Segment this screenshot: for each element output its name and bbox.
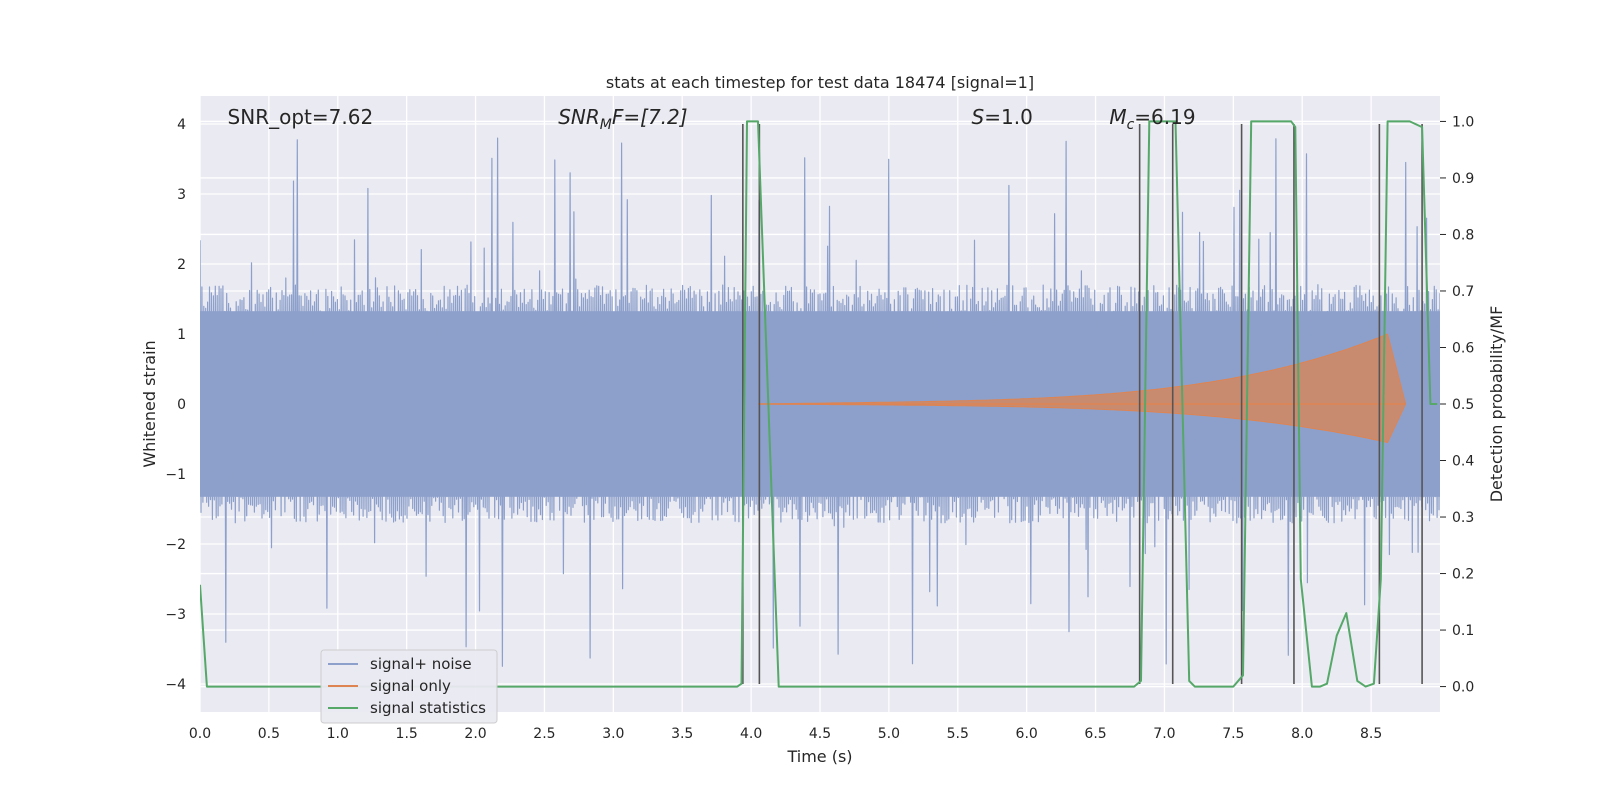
y-tick-label: 1 <box>177 327 186 343</box>
y-tick-label: −3 <box>165 607 186 623</box>
x-tick-label: 7.5 <box>1222 726 1244 742</box>
y2-axis-label: Detection probability/MF <box>1487 306 1506 503</box>
x-tick-label: 0.5 <box>258 726 280 742</box>
x-tick-label: 8.5 <box>1360 726 1382 742</box>
chirp-envelope <box>757 333 1407 444</box>
y2-tick-label: 0.4 <box>1452 454 1474 470</box>
x-tick-label: 3.5 <box>671 726 693 742</box>
legend-box <box>320 649 498 724</box>
legend-label-signal-statistics: signal statistics <box>370 699 486 717</box>
annotation-text: S=1.0 <box>972 105 1033 129</box>
x-tick-label: 5.0 <box>878 726 900 742</box>
y2-tick-label: 0.7 <box>1452 284 1474 300</box>
y2-tick-label: 1.0 <box>1452 114 1474 130</box>
x-tick-label: 6.0 <box>1016 726 1038 742</box>
legend-label-signal-noise: signal+ noise <box>370 655 472 673</box>
x-tick-label: 7.0 <box>1153 726 1175 742</box>
legend: signal+ noise signal only signal statist… <box>320 649 498 724</box>
y-tick-label: 4 <box>177 117 186 133</box>
annotation-text: Mc=6.19 <box>1109 105 1195 133</box>
signal-only-series <box>757 333 1407 444</box>
y2-tick-label: 0.2 <box>1452 567 1474 583</box>
x-tick-label: 1.5 <box>396 726 418 742</box>
y2-tick-label: 0.1 <box>1452 623 1474 639</box>
y2-tick-label: 0.6 <box>1452 340 1474 356</box>
x-tick-label: 0.0 <box>189 726 211 742</box>
x-tick-label: 2.5 <box>533 726 555 742</box>
x-tick-label: 2.0 <box>464 726 486 742</box>
y-tick-label: 3 <box>177 187 186 203</box>
y-tick-label: −1 <box>165 467 186 483</box>
y2-axis-ticks: 0.0 0.1 0.2 0.3 0.4 0.5 0.6 0.7 0.8 0.9 1.0 <box>1440 114 1474 696</box>
y-axis-label: Whitened strain <box>140 340 159 467</box>
y2-tick-label: 0.9 <box>1452 171 1474 187</box>
y-tick-label: 2 <box>177 257 186 273</box>
statistics-line <box>200 120 1438 688</box>
legend-label-signal-only: signal only <box>370 677 451 695</box>
x-axis-label: Time (s) <box>786 747 852 766</box>
x-tick-label: 4.5 <box>809 726 831 742</box>
y2-tick-label: 0.0 <box>1452 680 1474 696</box>
annotation-text: SNR_opt=7.62 <box>228 105 374 129</box>
x-tick-label: 4.0 <box>740 726 762 742</box>
x-tick-label: 3.0 <box>602 726 624 742</box>
y2-tick-label: 0.8 <box>1452 227 1474 243</box>
y-tick-label: −4 <box>165 677 186 693</box>
y-axis-ticks: −4 −3 −2 −1 0 1 2 3 4 <box>165 117 186 693</box>
x-tick-label: 1.0 <box>327 726 349 742</box>
chart-title: stats at each timestep for test data 184… <box>606 73 1034 92</box>
y-tick-label: 0 <box>177 397 186 413</box>
x-tick-label: 6.5 <box>1084 726 1106 742</box>
y-tick-label: −2 <box>165 537 186 553</box>
annotations: SNR_opt=7.62 SNRMF=[7.2] S=1.0 Mc=6.19 <box>228 105 1196 133</box>
detection-vertical-lines <box>742 124 1423 684</box>
x-tick-label: 8.0 <box>1291 726 1313 742</box>
y2-tick-label: 0.5 <box>1452 397 1474 413</box>
signal-statistics-series <box>200 120 1438 688</box>
x-axis-ticks: 0.0 0.5 1.0 1.5 2.0 2.5 3.0 3.5 4.0 4.5 5.0 5.5 6.0 6… <box>189 726 1382 742</box>
y2-tick-label: 0.3 <box>1452 510 1474 526</box>
annotation-text: SNRMF=[7.2] <box>558 105 687 133</box>
x-tick-label: 5.5 <box>947 726 969 742</box>
